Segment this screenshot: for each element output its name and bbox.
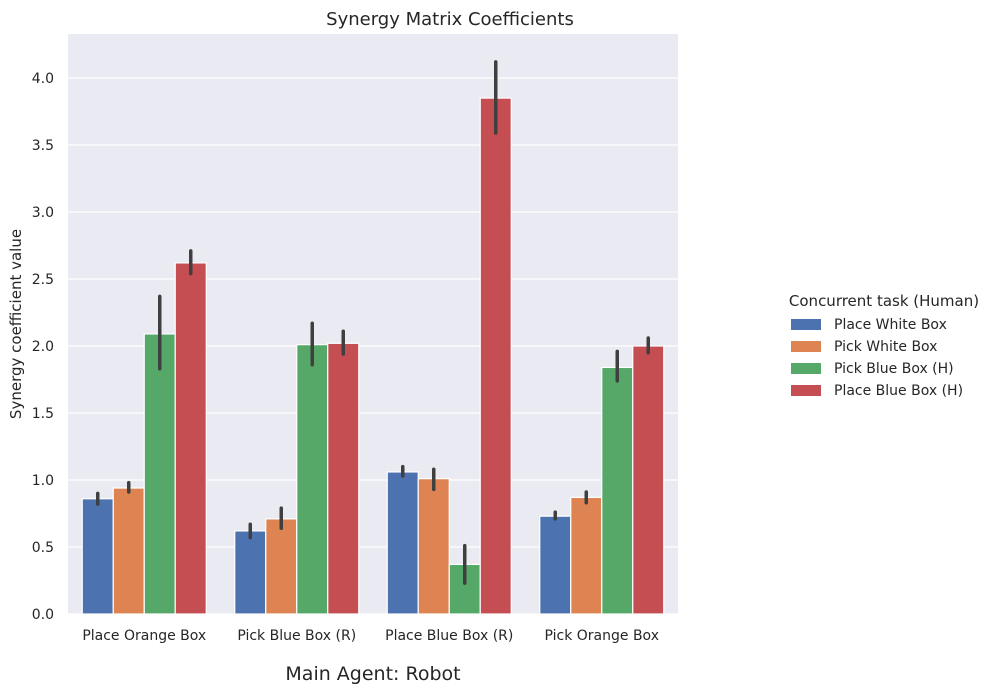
bar xyxy=(234,530,267,615)
bar xyxy=(539,515,572,615)
bar xyxy=(296,344,329,615)
legend-swatch xyxy=(791,341,821,352)
y-tick-label: 2.5 xyxy=(32,272,54,288)
y-axis-label: Synergy coefficient value xyxy=(7,229,25,419)
bars xyxy=(81,97,665,615)
y-tick-label: 2.0 xyxy=(32,339,54,355)
y-tick-label: 4.0 xyxy=(32,71,54,87)
legend-entry: Pick White Box xyxy=(834,339,937,355)
y-axis-ticks: 0.0 0.5 1.0 1.5 2.0 2.5 3.0 3.5 4.0 xyxy=(32,71,54,623)
bar xyxy=(386,471,419,615)
bar xyxy=(479,97,512,615)
bar xyxy=(601,366,634,615)
y-tick-label: 0.0 xyxy=(32,607,54,623)
legend: Concurrent task (Human) Place White Box P… xyxy=(789,292,979,399)
legend-entry: Place Blue Box (H) xyxy=(834,383,963,399)
legend-swatch xyxy=(791,385,821,396)
bar xyxy=(570,496,603,615)
x-tick-label: Pick Blue Box (R) xyxy=(237,628,356,644)
chart-title: Synergy Matrix Coefficients xyxy=(326,9,574,30)
legend-swatch xyxy=(791,363,821,374)
bar xyxy=(112,487,145,615)
y-tick-label: 0.5 xyxy=(32,540,54,556)
x-tick-label: Place Blue Box (R) xyxy=(385,628,513,644)
x-tick-label: Place Orange Box xyxy=(82,628,206,644)
y-tick-label: 3.5 xyxy=(32,138,54,154)
y-tick-label: 1.5 xyxy=(32,406,54,422)
bar xyxy=(417,478,450,615)
legend-swatch xyxy=(791,319,821,330)
y-tick-label: 1.0 xyxy=(32,473,54,489)
bar xyxy=(143,333,176,615)
bar xyxy=(632,345,665,615)
legend-title: Concurrent task (Human) xyxy=(789,292,979,310)
y-tick-label: 3.0 xyxy=(32,205,54,221)
x-axis-label: Main Agent: Robot xyxy=(285,663,460,685)
error-bars xyxy=(96,60,650,585)
bar xyxy=(174,262,207,615)
x-tick-label: Pick Orange Box xyxy=(545,628,659,644)
legend-entry: Place White Box xyxy=(834,317,947,333)
bar xyxy=(265,518,298,615)
bar xyxy=(327,342,360,615)
x-axis-ticks: Place Orange Box Pick Blue Box (R) Place B… xyxy=(82,628,659,644)
bar xyxy=(81,498,114,615)
legend-entry: Pick Blue Box (H) xyxy=(834,361,954,377)
